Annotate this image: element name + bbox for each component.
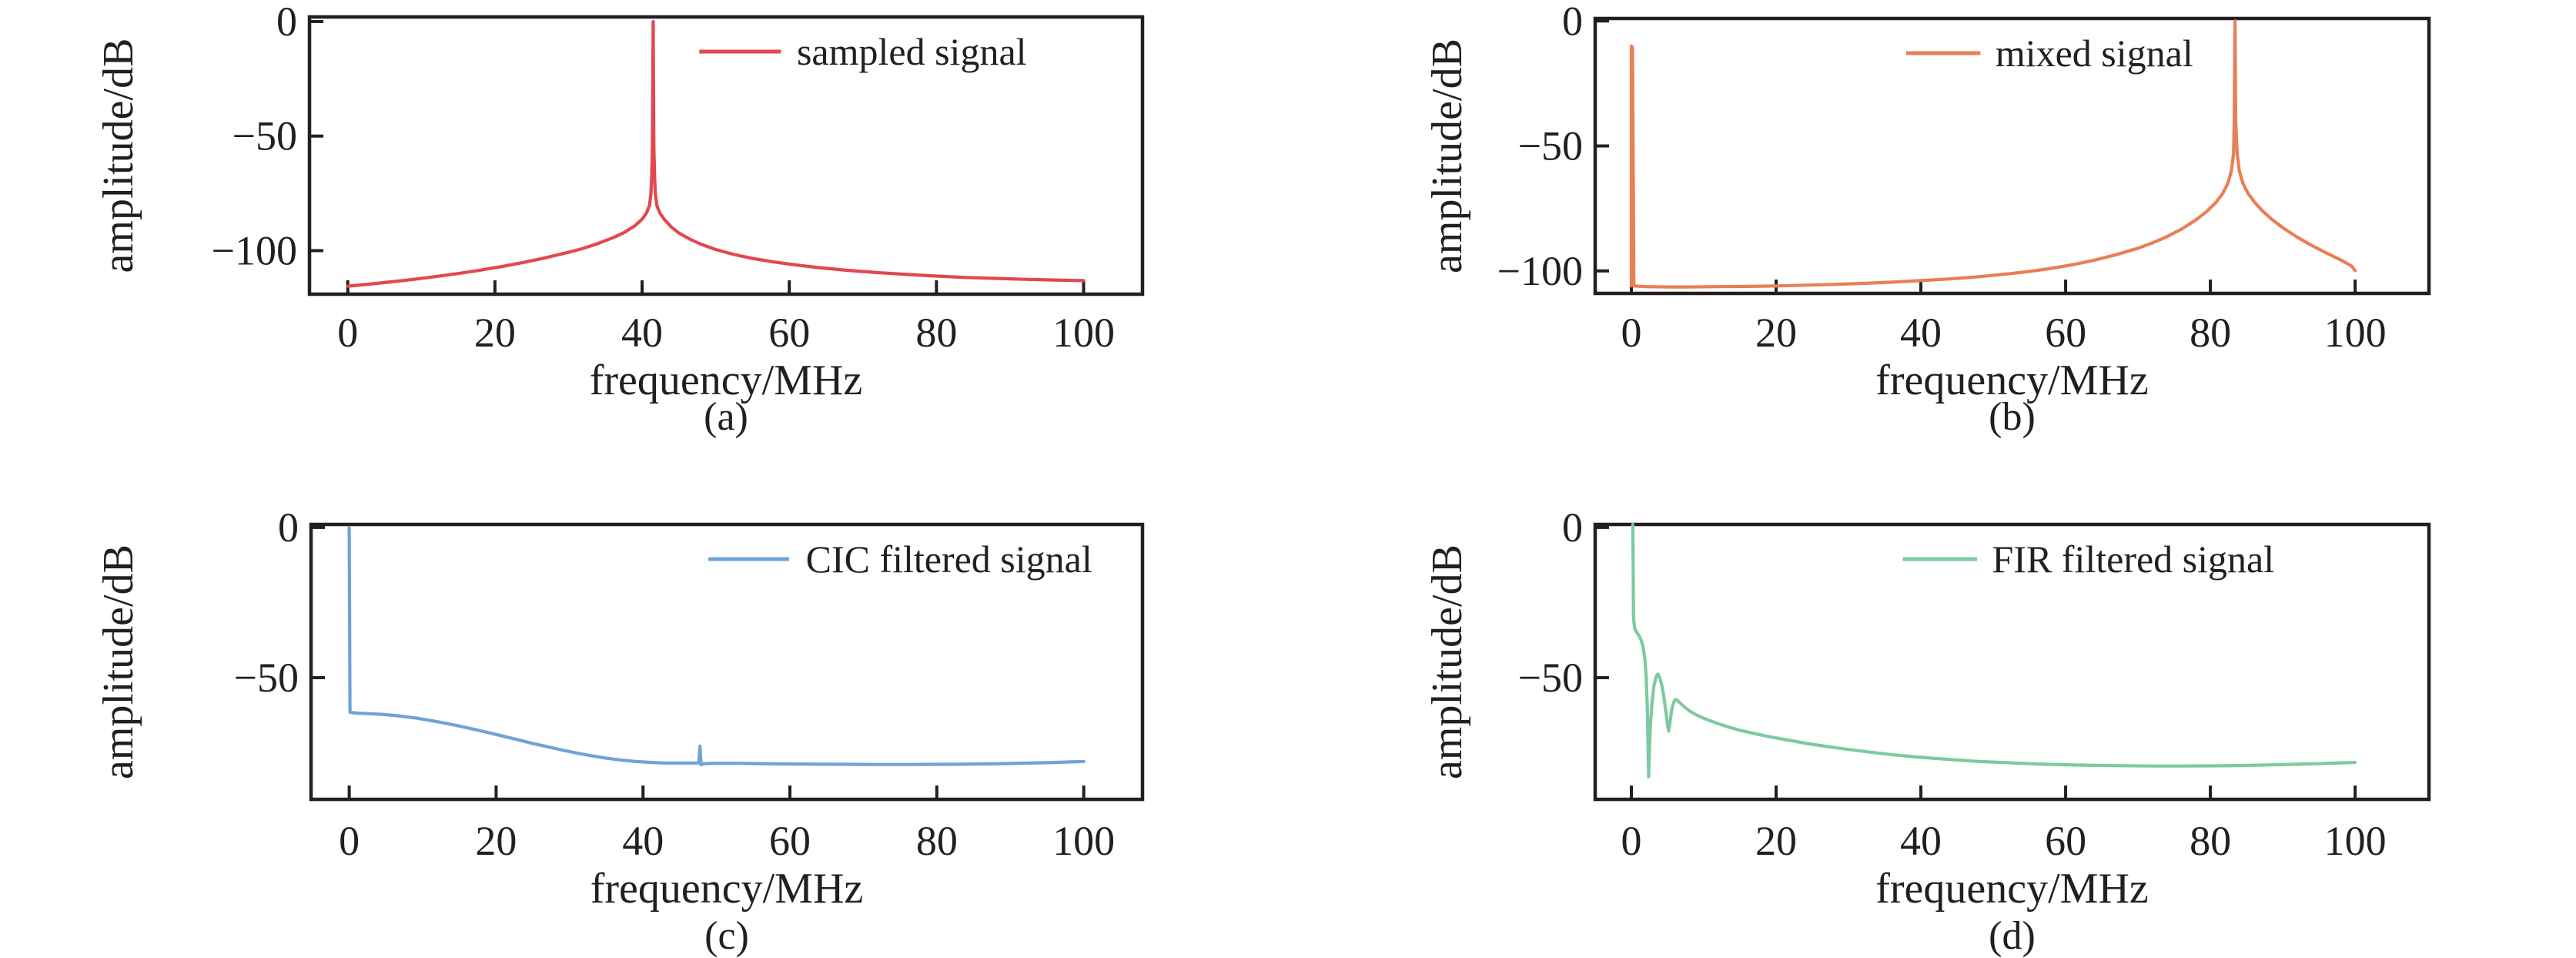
x-tick-label: 0 (1621, 310, 1642, 356)
x-tick-label: 60 (2045, 818, 2086, 864)
x-tick-label: 20 (474, 310, 516, 356)
x-tick-label: 60 (768, 310, 810, 356)
x-tick-label: 100 (1052, 818, 1115, 864)
legend: CIC filtered signal (708, 538, 1092, 581)
x-tick-label: 40 (1900, 310, 1942, 356)
legend: mixed signal (1905, 32, 2193, 75)
legend-label: sampled signal (797, 30, 1027, 73)
panel-caption: (d) (1989, 914, 2036, 958)
x-tick-label: 0 (1621, 818, 1642, 864)
x-tick-label: 0 (337, 310, 358, 356)
x-tick-label: 100 (2324, 818, 2387, 864)
y-tick-label: 0 (276, 0, 297, 45)
plot-frame (309, 522, 1145, 802)
plot-frame (1593, 16, 2431, 296)
x-axis-label: frequency/MHz (1875, 865, 2149, 913)
y-axis-label: amplitude/dB (95, 544, 142, 779)
x-tick-label: 60 (2045, 310, 2086, 356)
x-tick-label: 80 (2190, 818, 2231, 864)
plot-frame (1593, 522, 2431, 802)
x-tick-label: 80 (2190, 310, 2231, 356)
x-tick-label: 40 (622, 818, 664, 864)
panel-caption: (a) (704, 395, 748, 439)
curve-fir-filtered-signal (1631, 522, 2357, 779)
x-tick-label: 80 (915, 310, 957, 356)
panel-d: 0 20 40 60 80 100 0 −50 frequency/MHz amplitude/d… (1423, 504, 2431, 958)
x-tick-label: 20 (1755, 310, 1797, 356)
y-tick-label: −100 (1497, 248, 1583, 294)
plot-frame (307, 15, 1145, 296)
y-tick-label: 0 (278, 504, 299, 551)
x-tick-label: 60 (769, 818, 811, 864)
y-tick-label: −50 (234, 655, 299, 701)
y-axis-label: amplitude/dB (95, 39, 142, 273)
y-tick-label: −50 (233, 113, 297, 159)
x-tick-label: 40 (1900, 818, 1942, 864)
x-tick-label: 0 (339, 818, 360, 864)
panel-caption: (c) (704, 914, 749, 958)
y-tick-label: −50 (1518, 123, 1583, 169)
legend: FIR filtered signal (1902, 538, 2275, 581)
legend-label: CIC filtered signal (806, 538, 1092, 581)
x-tick-label: 20 (1755, 818, 1797, 864)
curve-sampled-signal (346, 19, 1086, 288)
x-axis-label: frequency/MHz (590, 357, 863, 404)
x-tick-label: 80 (916, 818, 958, 864)
curve-mixed-signal (1629, 19, 2357, 289)
legend-label: mixed signal (1996, 32, 2193, 75)
curve-cic-filtered-signal (347, 525, 1086, 767)
x-tick-label: 40 (621, 310, 663, 356)
y-tick-label: 0 (1562, 0, 1583, 44)
legend-label: FIR filtered signal (1992, 538, 2275, 581)
x-tick-label: 20 (475, 818, 517, 864)
x-tick-label: 100 (2324, 310, 2387, 356)
x-axis-label: frequency/MHz (590, 865, 864, 913)
legend: sampled signal (699, 30, 1027, 73)
y-tick-label: −50 (1518, 655, 1583, 701)
panel-caption: (b) (1989, 395, 2036, 439)
panel-a: 0 20 40 60 80 100 0 −50 −100 frequency/MHz amplitu… (95, 0, 1145, 439)
x-tick-label: 100 (1052, 310, 1115, 356)
panel-c: 0 20 40 60 80 100 0 −50 frequency/MHz amplitude/d… (95, 504, 1145, 958)
y-tick-label: −100 (212, 227, 297, 273)
x-axis-label: frequency/MHz (1875, 357, 2149, 404)
y-axis-label: amplitude/dB (1423, 544, 1471, 779)
y-axis-label: amplitude/dB (1423, 39, 1471, 273)
y-tick-label: 0 (1562, 504, 1583, 551)
panel-b: 0 20 40 60 80 100 0 −50 −100 frequency/MHz amplitu… (1423, 0, 2431, 439)
